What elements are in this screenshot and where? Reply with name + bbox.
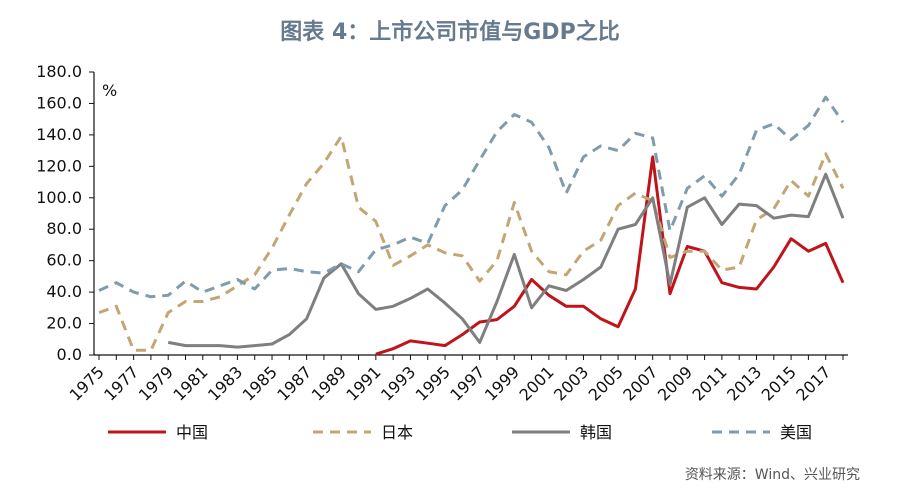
x-tick-label: 2013 [723,362,765,404]
y-tick-label: 80.0 [46,219,82,238]
y-tick-label: 60.0 [46,251,82,270]
legend-label-3: 韩国 [580,423,612,442]
x-tick-label: 1987 [273,362,315,404]
series-line-2 [98,135,845,352]
series-layer [98,95,845,356]
x-tick-label: 1991 [342,362,384,404]
x-tick-label: 2017 [792,362,834,404]
x-tick-label: 1975 [66,362,108,404]
source-note: 资料来源：Wind、兴业研究 [684,467,860,483]
y-axis: 0.0 20.0 40.0 60.0 80.0 100.0 120.0 140.0 160.0 1… [36,62,95,364]
x-tick-label: 2003 [550,362,592,404]
x-tick-label: 1997 [446,362,488,404]
y-tick-label: 20.0 [46,314,82,333]
legend-label-4: 美国 [780,423,812,442]
legend-label-1: 中国 [176,423,208,442]
x-axis: 1975197719791981198319851987198919911993… [66,354,848,405]
x-tick-label: 1993 [377,362,419,404]
y-tick-label: 140.0 [36,125,82,144]
legend-label-2: 日本 [381,423,413,442]
x-tick-label: 1999 [481,362,523,404]
x-tick-label: 1981 [169,362,211,404]
x-tick-label: 2015 [758,362,800,404]
y-tick-label: 120.0 [36,156,82,175]
series-line-4 [98,95,845,299]
x-tick-label: 1979 [135,362,177,404]
x-ticks: 1975197719791981198319851987198919911993… [66,355,844,405]
chart-title: 图表 4：上市公司市值与GDP之比 [280,20,620,45]
series-line-1 [375,155,845,356]
y-tick-label: 160.0 [36,93,82,112]
y-tick-label: 0.0 [57,345,82,364]
y-axis-unit: % [102,81,117,100]
x-tick-label: 1977 [100,362,142,404]
y-tick-label: 100.0 [36,188,82,207]
y-ticks: 0.0 20.0 40.0 60.0 80.0 100.0 120.0 140.0 160.0 1… [36,62,94,364]
legend: 中国 日本 韩国 美国 [108,423,812,442]
x-tick-label: 2011 [688,362,730,404]
series-line-3 [167,172,845,349]
y-tick-label: 180.0 [36,62,82,81]
x-tick-label: 1983 [204,362,246,404]
x-tick-label: 2009 [654,362,696,404]
x-tick-label: 1985 [239,362,281,404]
y-tick-label: 40.0 [46,282,82,301]
x-tick-label: 2001 [515,362,557,404]
x-tick-label: 2007 [619,362,661,404]
x-tick-label: 2005 [585,362,627,404]
x-tick-label: 1995 [412,362,454,404]
x-tick-label: 1989 [308,362,350,404]
